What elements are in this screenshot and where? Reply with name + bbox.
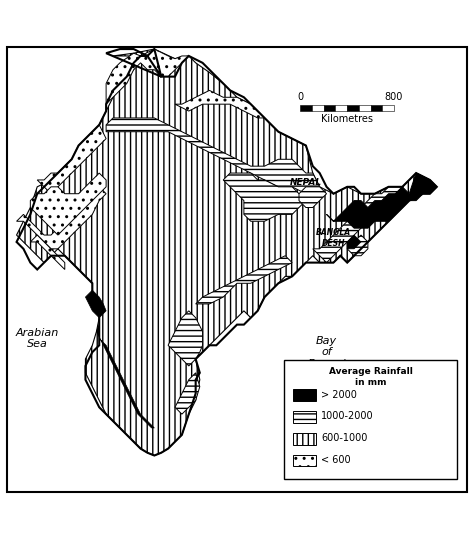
Polygon shape bbox=[168, 311, 202, 366]
Text: Arabian
Sea: Arabian Sea bbox=[16, 328, 59, 349]
Polygon shape bbox=[97, 324, 155, 428]
Polygon shape bbox=[30, 235, 65, 270]
Text: BANGLA
DESH: BANGLA DESH bbox=[316, 228, 351, 247]
Polygon shape bbox=[347, 235, 361, 249]
Polygon shape bbox=[17, 49, 437, 455]
Bar bbox=[293, 433, 316, 445]
Polygon shape bbox=[85, 290, 106, 317]
Polygon shape bbox=[196, 255, 292, 304]
Polygon shape bbox=[106, 49, 189, 104]
Bar bbox=[336, 105, 347, 111]
Bar bbox=[382, 105, 394, 111]
Polygon shape bbox=[313, 187, 402, 262]
Polygon shape bbox=[175, 373, 200, 414]
Bar bbox=[293, 411, 316, 423]
Text: Bay
of
Bengal: Bay of Bengal bbox=[307, 336, 346, 369]
Text: 1000-2000: 1000-2000 bbox=[321, 411, 374, 421]
Text: 600-1000: 600-1000 bbox=[321, 433, 368, 443]
Polygon shape bbox=[30, 173, 106, 235]
Bar bbox=[284, 361, 457, 479]
Bar bbox=[300, 105, 312, 111]
Polygon shape bbox=[299, 187, 327, 208]
Bar bbox=[293, 454, 316, 466]
Bar bbox=[8, 47, 466, 492]
Polygon shape bbox=[223, 173, 313, 222]
Text: > 2000: > 2000 bbox=[321, 390, 357, 399]
Polygon shape bbox=[175, 91, 264, 118]
Polygon shape bbox=[347, 235, 368, 255]
Text: 800: 800 bbox=[385, 92, 403, 102]
Text: Kilometres: Kilometres bbox=[321, 114, 373, 124]
Bar bbox=[312, 105, 324, 111]
Text: < 600: < 600 bbox=[321, 455, 351, 465]
Polygon shape bbox=[37, 125, 106, 194]
Text: NEPAL: NEPAL bbox=[290, 178, 322, 187]
Bar bbox=[293, 389, 316, 401]
Text: Average Rainfall
in mm: Average Rainfall in mm bbox=[328, 367, 412, 386]
Text: 0: 0 bbox=[297, 92, 303, 102]
Bar bbox=[347, 105, 359, 111]
Polygon shape bbox=[17, 187, 106, 249]
Bar bbox=[324, 105, 336, 111]
Polygon shape bbox=[106, 118, 319, 194]
Polygon shape bbox=[327, 173, 437, 228]
Bar bbox=[359, 105, 371, 111]
Bar bbox=[371, 105, 382, 111]
